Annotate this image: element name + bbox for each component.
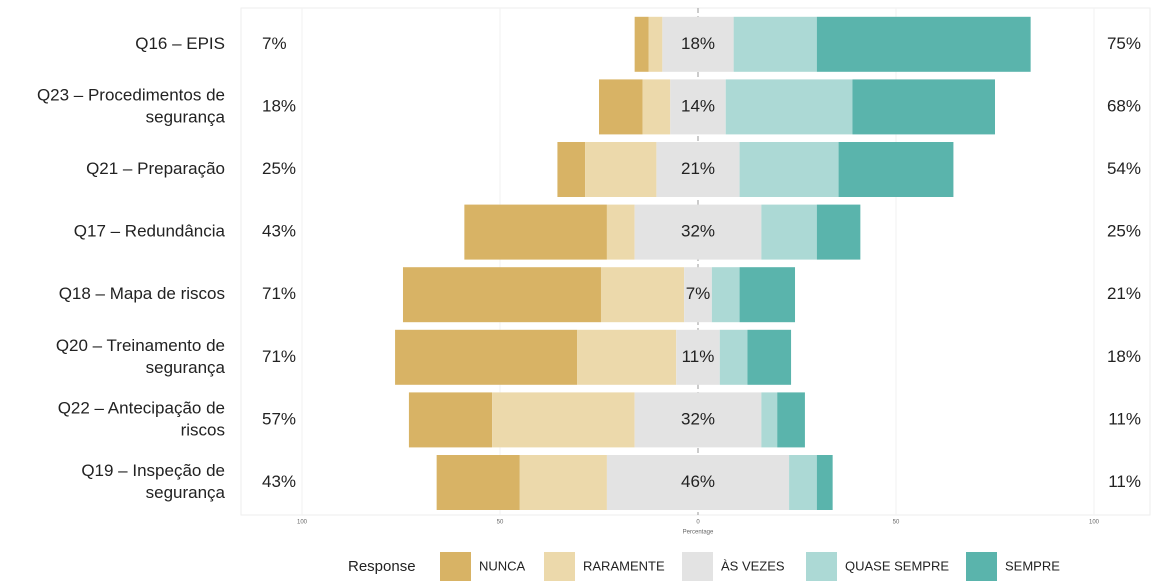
category-label: Q19 – Inspeção de bbox=[81, 461, 225, 480]
neutral-percent: 32% bbox=[681, 222, 715, 241]
legend-swatch bbox=[544, 552, 575, 581]
x-tick-label: 0 bbox=[696, 520, 700, 526]
low-percent: 71% bbox=[262, 347, 296, 366]
legend-label: ÀS VEZES bbox=[721, 558, 785, 573]
bar-segment bbox=[436, 455, 520, 510]
high-percent: 11% bbox=[1108, 409, 1141, 428]
bar-segment bbox=[600, 267, 685, 323]
legend-label: SEMPRE bbox=[1005, 558, 1060, 573]
low-percent: 57% bbox=[262, 409, 296, 428]
bar-segment bbox=[648, 16, 663, 72]
bar-segment bbox=[577, 329, 677, 385]
category-label: Q20 – Treinamento de bbox=[56, 336, 225, 355]
category-label: riscos bbox=[181, 420, 225, 439]
bar-segment bbox=[585, 142, 657, 197]
legend-label: QUASE SEMPRE bbox=[845, 558, 949, 573]
bar-segment bbox=[816, 16, 1031, 72]
legend-swatch bbox=[440, 552, 471, 581]
bar-segment bbox=[656, 142, 740, 197]
bar-segment bbox=[719, 329, 748, 385]
bar-segment bbox=[789, 455, 817, 510]
bar-segment bbox=[676, 329, 720, 385]
bar-segment bbox=[670, 79, 726, 135]
high-percent: 11% bbox=[1108, 472, 1141, 491]
low-percent: 7% bbox=[262, 34, 287, 53]
category-label: Q18 – Mapa de riscos bbox=[59, 284, 225, 303]
bar-segment bbox=[557, 142, 586, 197]
neutral-percent: 7% bbox=[686, 284, 711, 303]
x-tick-label: 100 bbox=[297, 520, 308, 526]
category-label: segurança bbox=[146, 107, 226, 126]
neutral-percent: 32% bbox=[681, 409, 715, 428]
neutral-percent: 11% bbox=[682, 347, 715, 366]
low-percent: 71% bbox=[262, 284, 296, 303]
bar-segment bbox=[747, 329, 792, 385]
x-axis-label: Percentage bbox=[683, 530, 714, 536]
bar-segment bbox=[662, 16, 734, 72]
legend-swatch bbox=[682, 552, 713, 581]
bar-segment bbox=[634, 392, 762, 448]
high-percent: 68% bbox=[1107, 96, 1141, 115]
legend-swatch bbox=[806, 552, 837, 581]
neutral-percent: 14% bbox=[681, 96, 715, 115]
high-percent: 75% bbox=[1107, 34, 1141, 53]
category-label: Q21 – Preparação bbox=[86, 159, 225, 178]
x-tick-label: 100 bbox=[1089, 520, 1100, 526]
x-tick-label: 50 bbox=[497, 520, 504, 526]
bar-segment bbox=[733, 16, 817, 72]
high-percent: 18% bbox=[1107, 347, 1141, 366]
bar-segment bbox=[816, 455, 833, 510]
bar-segment bbox=[711, 267, 740, 323]
neutral-percent: 21% bbox=[681, 159, 715, 178]
bar-segment bbox=[642, 79, 671, 135]
bar-segment bbox=[492, 392, 635, 448]
bar-segment bbox=[725, 79, 853, 135]
low-percent: 43% bbox=[262, 472, 296, 491]
bar-segment bbox=[606, 204, 635, 260]
high-percent: 25% bbox=[1107, 222, 1141, 241]
bar-segment bbox=[464, 204, 607, 260]
bar-segment bbox=[739, 142, 839, 197]
legend-swatch bbox=[966, 552, 997, 581]
bar-segment bbox=[777, 392, 805, 448]
x-tick-label: 50 bbox=[893, 520, 900, 526]
bar-segment bbox=[408, 392, 493, 448]
legend-label: RARAMENTE bbox=[583, 558, 665, 573]
bar-segment bbox=[739, 267, 796, 323]
high-percent: 54% bbox=[1107, 159, 1141, 178]
bar-segment bbox=[634, 16, 649, 72]
bar-segment bbox=[519, 455, 607, 510]
bar-segment bbox=[402, 267, 601, 323]
bar-segment bbox=[761, 204, 817, 260]
legend-label: NUNCA bbox=[479, 558, 526, 573]
high-percent: 21% bbox=[1107, 284, 1141, 303]
category-label: segurança bbox=[146, 483, 226, 502]
low-percent: 43% bbox=[262, 222, 296, 241]
category-label: Q17 – Redundância bbox=[74, 222, 226, 241]
bar-segment bbox=[599, 79, 643, 135]
low-percent: 25% bbox=[262, 159, 296, 178]
legend-title: Response bbox=[348, 558, 416, 575]
category-label: Q22 – Antecipação de bbox=[58, 398, 225, 417]
bar-segment bbox=[761, 392, 778, 448]
category-label: Q23 – Procedimentos de bbox=[37, 85, 225, 104]
bar-segment bbox=[852, 79, 995, 135]
bar-segment bbox=[395, 329, 578, 385]
bar-segment bbox=[606, 455, 790, 510]
low-percent: 18% bbox=[262, 96, 296, 115]
bar-segment bbox=[684, 267, 712, 323]
category-label: segurança bbox=[146, 358, 226, 377]
neutral-percent: 18% bbox=[681, 34, 715, 53]
neutral-percent: 46% bbox=[681, 472, 715, 491]
bar-segment bbox=[816, 204, 861, 260]
category-label: Q16 – EPIS bbox=[135, 34, 225, 53]
bar-segment bbox=[634, 204, 762, 260]
bar-segment bbox=[838, 142, 954, 197]
